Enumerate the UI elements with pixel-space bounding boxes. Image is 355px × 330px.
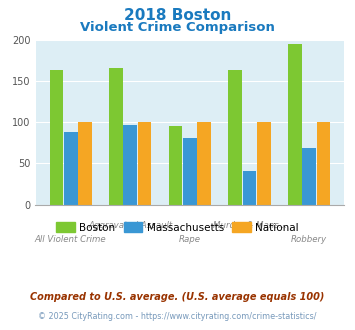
- Bar: [183, 138, 197, 205]
- Text: All Violent Crime: All Violent Crime: [35, 235, 106, 244]
- Text: Robbery: Robbery: [291, 235, 327, 244]
- Bar: [257, 122, 271, 205]
- Bar: [317, 122, 330, 205]
- Bar: [288, 44, 302, 205]
- Bar: [243, 171, 256, 205]
- Text: Murder & Mans...: Murder & Mans...: [213, 221, 286, 230]
- Bar: [109, 69, 123, 205]
- Bar: [228, 70, 242, 205]
- Bar: [78, 122, 92, 205]
- Bar: [169, 126, 182, 205]
- Text: Rape: Rape: [179, 235, 201, 244]
- Bar: [50, 70, 63, 205]
- Text: Compared to U.S. average. (U.S. average equals 100): Compared to U.S. average. (U.S. average …: [30, 292, 325, 302]
- Bar: [124, 124, 137, 205]
- Text: 2018 Boston: 2018 Boston: [124, 8, 231, 23]
- Bar: [64, 132, 77, 205]
- Bar: [138, 122, 152, 205]
- Legend: Boston, Massachusetts, National: Boston, Massachusetts, National: [52, 218, 303, 237]
- Text: Violent Crime Comparison: Violent Crime Comparison: [80, 21, 275, 34]
- Text: Aggravated Assault: Aggravated Assault: [88, 221, 173, 230]
- Bar: [302, 148, 316, 205]
- Bar: [197, 122, 211, 205]
- Text: © 2025 CityRating.com - https://www.cityrating.com/crime-statistics/: © 2025 CityRating.com - https://www.city…: [38, 312, 317, 321]
